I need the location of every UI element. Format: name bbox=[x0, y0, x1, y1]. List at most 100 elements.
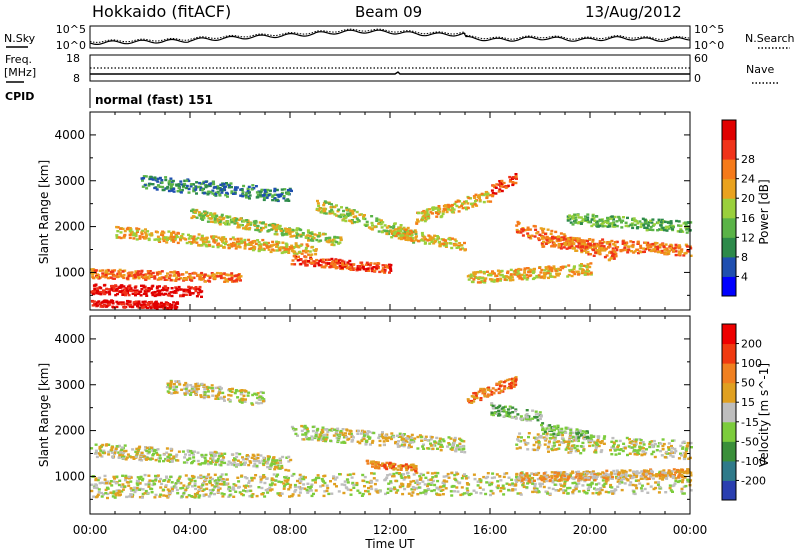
scatter-cell bbox=[416, 447, 420, 450]
scatter-cell bbox=[532, 224, 536, 228]
scatter-cell bbox=[552, 265, 556, 268]
scatter-cell bbox=[261, 248, 264, 251]
scatter-cell bbox=[230, 463, 234, 466]
scatter-cell bbox=[580, 270, 584, 273]
scatter-cell bbox=[181, 486, 185, 490]
scatter-cell bbox=[545, 266, 549, 269]
scatter-cell bbox=[219, 475, 223, 478]
scatter-cell bbox=[426, 217, 430, 220]
scatter-cell bbox=[137, 300, 141, 303]
scatter-cell bbox=[435, 211, 438, 215]
scatter-cell bbox=[294, 428, 298, 431]
scatter-cell bbox=[172, 190, 176, 193]
scatter-cell bbox=[175, 287, 179, 291]
scatter-cell bbox=[153, 275, 157, 278]
scatter-cell bbox=[533, 485, 537, 488]
scatter-cell bbox=[298, 473, 302, 477]
scatter-cell bbox=[121, 227, 125, 231]
scatter-cell bbox=[160, 179, 164, 182]
scatter-cell bbox=[333, 237, 337, 240]
scatter-cell bbox=[299, 235, 303, 238]
scatter-cell bbox=[288, 228, 292, 231]
scatter-cell bbox=[473, 477, 477, 481]
scatter-cell bbox=[457, 210, 461, 213]
scatter-cell bbox=[167, 181, 171, 184]
scatter-cell bbox=[290, 244, 294, 247]
scatter-cell bbox=[185, 290, 188, 293]
scatter-cell bbox=[350, 221, 354, 225]
scatter-cell bbox=[142, 305, 146, 308]
scatter-cell bbox=[253, 222, 257, 225]
scatter-cell bbox=[104, 488, 108, 492]
scatter-cell bbox=[203, 273, 207, 276]
scatter-cell bbox=[503, 278, 507, 281]
scatter-cell bbox=[317, 476, 321, 480]
scatter-cell bbox=[202, 275, 206, 278]
scatter-cell bbox=[640, 484, 644, 487]
scatter-cell bbox=[304, 264, 308, 267]
scatter-cell bbox=[552, 267, 556, 270]
scatter-cell bbox=[94, 477, 98, 480]
scatter-cell bbox=[260, 188, 264, 192]
scatter-cell bbox=[662, 245, 666, 249]
scatter-cell bbox=[526, 276, 530, 279]
scatter-cell bbox=[163, 236, 167, 239]
scatter-cell bbox=[165, 278, 169, 281]
scatter-cell bbox=[218, 244, 222, 247]
scatter-cell bbox=[612, 489, 616, 493]
scatter-cell bbox=[458, 242, 462, 245]
scatter-cell bbox=[431, 206, 435, 210]
scatter-cell bbox=[217, 478, 221, 482]
scatter-cell bbox=[162, 305, 165, 308]
scatter-cell bbox=[219, 464, 223, 467]
scatter-cell bbox=[162, 286, 166, 290]
scatter-cell bbox=[595, 215, 599, 218]
scatter-cell bbox=[227, 495, 231, 498]
scatter-cell bbox=[287, 476, 290, 480]
scatter-cell bbox=[586, 483, 590, 487]
scatter-cell bbox=[296, 259, 300, 262]
scatter-cell bbox=[138, 477, 142, 480]
scatter-cell bbox=[226, 195, 229, 198]
scatter-cell bbox=[208, 184, 212, 188]
scatter-cell bbox=[564, 238, 568, 241]
scatter-cell bbox=[154, 448, 158, 452]
scatter-cell bbox=[144, 273, 148, 276]
scatter-cell bbox=[484, 277, 488, 280]
scatter-cell bbox=[495, 473, 499, 476]
scatter-cell bbox=[144, 446, 147, 449]
scatter-cell bbox=[640, 223, 644, 226]
scatter-cell bbox=[110, 448, 114, 451]
scatter-cell bbox=[234, 219, 238, 222]
scatter-cell bbox=[672, 248, 676, 252]
scatter-cell bbox=[350, 440, 354, 443]
scatter-cell bbox=[408, 232, 412, 236]
scatter-cell bbox=[574, 216, 578, 219]
scatter-cell bbox=[442, 239, 446, 242]
scatter-cell bbox=[497, 183, 501, 186]
scatter-cell bbox=[574, 249, 578, 252]
scatter-cell bbox=[457, 205, 461, 209]
scatter-cell bbox=[123, 485, 127, 488]
scatter-cell bbox=[465, 482, 469, 485]
scatter-cell bbox=[182, 461, 186, 464]
scatter-cell bbox=[344, 219, 348, 223]
scatter-cell bbox=[292, 251, 296, 255]
scatter-cell bbox=[293, 485, 297, 488]
scatter-cell bbox=[172, 271, 176, 274]
scatter-cell bbox=[362, 267, 366, 271]
scatter-cell bbox=[162, 494, 166, 497]
scatter-cell bbox=[620, 479, 624, 482]
scatter-cell bbox=[412, 479, 416, 483]
scatter-cell bbox=[542, 227, 546, 231]
scatter-cell bbox=[372, 431, 376, 435]
scatter-cell bbox=[114, 482, 118, 485]
scatter-cell bbox=[264, 241, 268, 244]
scatter-cell bbox=[109, 301, 113, 304]
scatter-cell bbox=[343, 216, 347, 220]
scatter-cell bbox=[331, 260, 335, 263]
scatter-cell bbox=[306, 236, 310, 240]
scatter-cell bbox=[459, 248, 463, 251]
scatter-cell bbox=[265, 194, 269, 197]
scatter-cell bbox=[145, 234, 148, 237]
